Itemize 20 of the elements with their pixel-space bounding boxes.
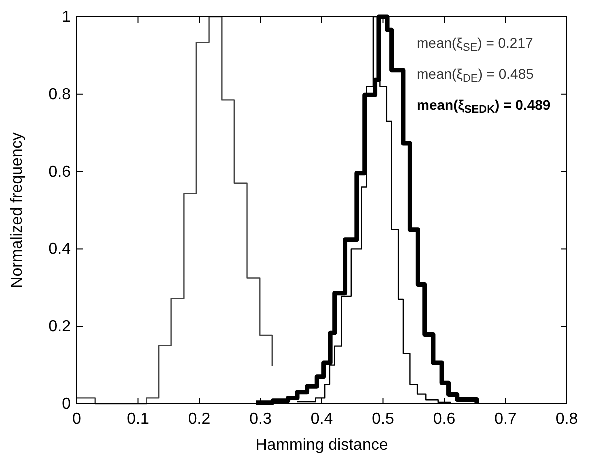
y-tick-label: 0.2 (48, 318, 72, 336)
x-tick-label: 0.1 (127, 411, 150, 428)
x-tick-label: 0.5 (372, 411, 394, 428)
y-tick-label: 0 (62, 396, 72, 413)
x-axis-title: Hamming distance (256, 437, 388, 454)
annotation: mean(ξ$_{SE}$) = 0.217 (417, 35, 534, 54)
x-tick-label: 0.3 (250, 411, 272, 428)
y-axis-title: Normalized frequency (9, 132, 26, 288)
x-tick-label: 0 (72, 411, 82, 428)
x-tick-label: 0.4 (310, 411, 334, 428)
annotation: mean(ξ$_{DE}$) = 0.485 (417, 66, 534, 86)
y-tick-label: 1 (62, 9, 72, 26)
y-tick-label: 0.8 (48, 86, 72, 104)
x-tick-label: 0.7 (494, 411, 517, 428)
x-tick-label: 0.6 (433, 411, 456, 428)
x-tick-label: 0.8 (556, 411, 578, 428)
annotation: mean(ξ$_{SEDK}$) = 0.489 (417, 97, 551, 116)
y-tick-label: 0.4 (48, 241, 72, 258)
x-tick-label: 0.2 (188, 411, 211, 428)
y-tick-label: 0.6 (48, 164, 72, 181)
